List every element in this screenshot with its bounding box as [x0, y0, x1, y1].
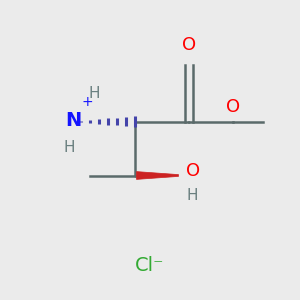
Text: +: + — [82, 95, 93, 109]
Text: O: O — [226, 98, 241, 116]
Text: N: N — [65, 110, 82, 130]
Text: Cl⁻: Cl⁻ — [135, 256, 165, 275]
Polygon shape — [136, 172, 178, 179]
Text: O: O — [182, 36, 196, 54]
Text: H: H — [89, 85, 100, 100]
Text: O: O — [186, 162, 201, 180]
Text: H: H — [187, 188, 198, 203]
Text: H: H — [64, 140, 75, 154]
